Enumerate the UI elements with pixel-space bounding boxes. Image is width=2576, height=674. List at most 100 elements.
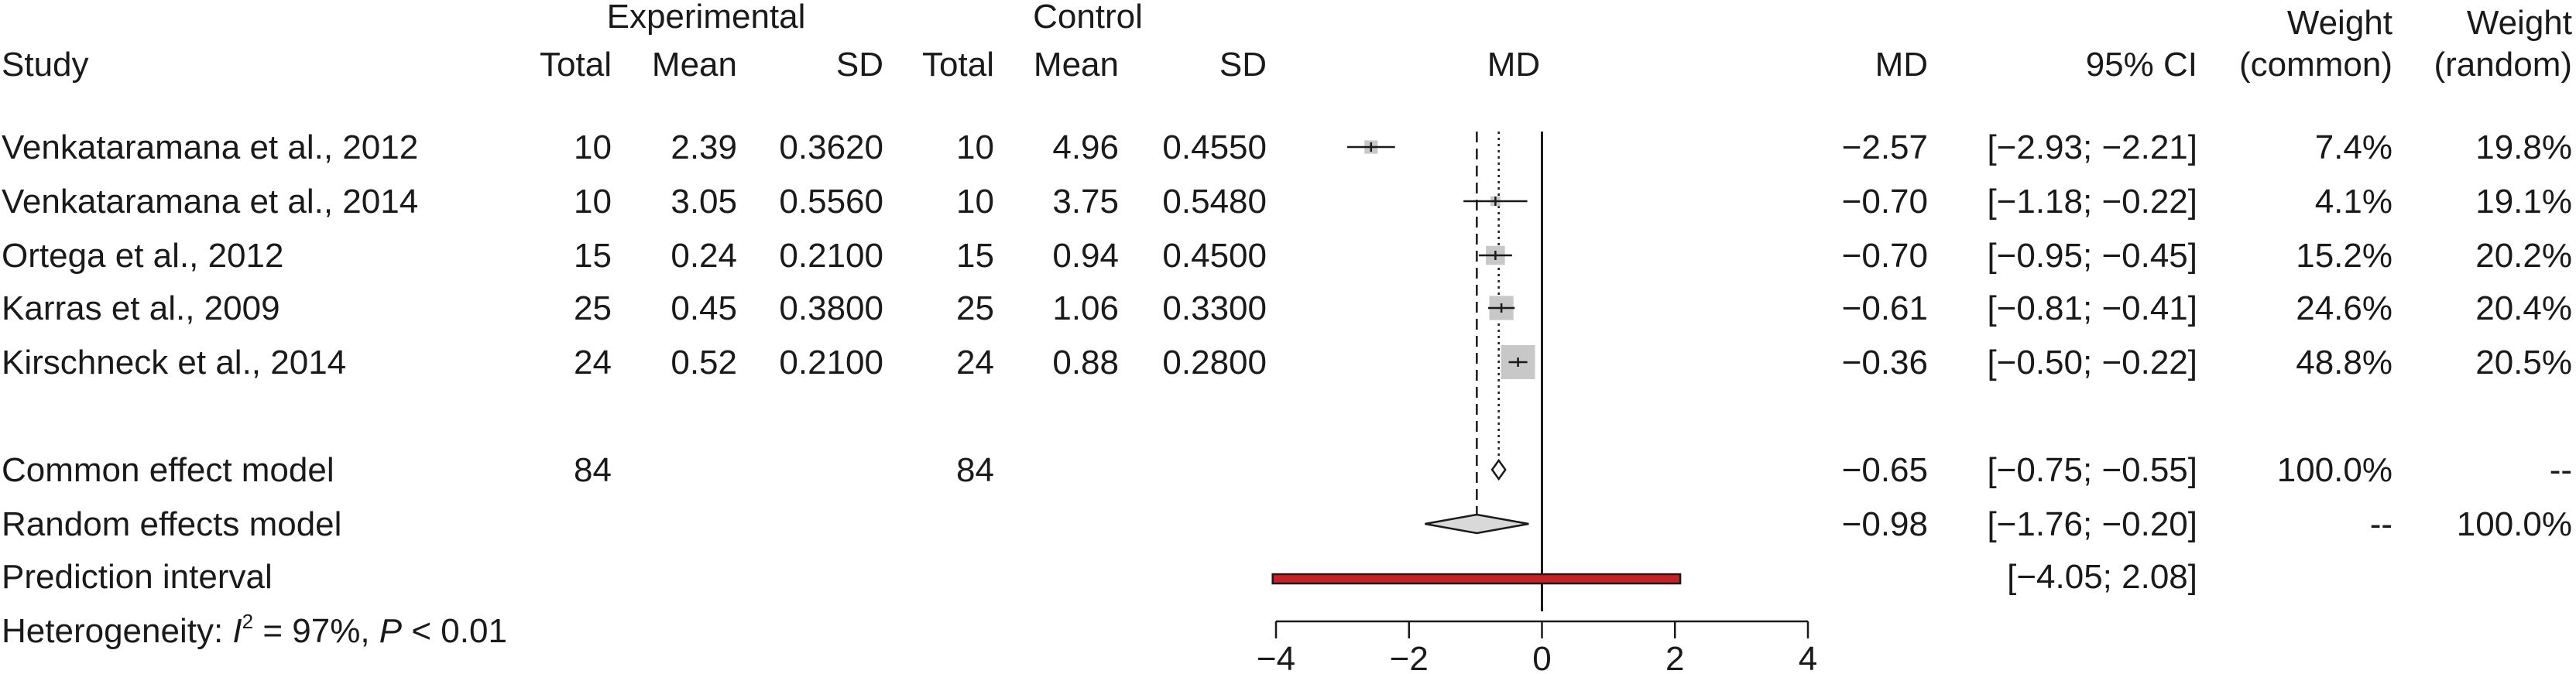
header-weight-common-2: (common) xyxy=(2239,46,2392,84)
cell-ctl-mean: 1.06 xyxy=(1052,289,1119,327)
cell-exp-mean: 3.05 xyxy=(671,183,737,221)
study-rows: Venkataramana et al., 2012 10 2.39 0.3620 10… xyxy=(2,128,2572,650)
random-w-common: -- xyxy=(2370,505,2392,543)
x-axis: −4 −2 0 2 4 xyxy=(1257,620,1817,674)
random-md: −0.98 xyxy=(1842,505,1928,543)
cell-exp-total: 10 xyxy=(574,128,612,166)
common-md: −0.65 xyxy=(1842,451,1928,489)
heterogeneity-part: P xyxy=(379,612,403,650)
cell-ci-text: [−0.50; −0.22] xyxy=(1987,344,2197,381)
cell-ctl-total: 24 xyxy=(956,344,994,381)
heterogeneity-part: Heterogeneity: xyxy=(2,612,232,650)
cell-exp-sd: 0.5560 xyxy=(779,183,883,221)
common-w-common: 100.0% xyxy=(2277,451,2392,489)
cell-ci-text: [−0.81; −0.41] xyxy=(1987,289,2197,327)
header-weight-random-2: (random) xyxy=(2434,46,2573,84)
header-exp-sd: SD xyxy=(836,46,883,84)
cell-exp-sd: 0.2100 xyxy=(779,344,883,381)
x-tick-label: 2 xyxy=(1665,640,1684,674)
study-row: Venkataramana et al., 2014 10 3.05 0.5560 10… xyxy=(2,183,2572,221)
cell-study: Ortega et al., 2012 xyxy=(2,237,283,275)
study-row: Kirschneck et al., 2014 24 0.52 0.2100 24 0.8… xyxy=(2,344,2572,381)
heterogeneity-part: 2 xyxy=(242,610,253,633)
cell-w-common: 48.8% xyxy=(2296,344,2392,381)
study-row: Ortega et al., 2012 15 0.24 0.2100 15 0.94 0.4… xyxy=(2,237,2572,275)
header-exp-total: Total xyxy=(540,46,612,84)
cell-w-random: 20.4% xyxy=(2475,289,2572,327)
cell-w-random: 20.5% xyxy=(2475,344,2572,381)
cell-ctl-sd: 0.3300 xyxy=(1162,289,1267,327)
study-marker xyxy=(1463,196,1528,207)
cell-ctl-sd: 0.5480 xyxy=(1162,183,1267,221)
cell-md-text: −0.70 xyxy=(1842,237,1928,275)
header-ctl-mean: Mean xyxy=(1034,46,1119,84)
cell-exp-mean: 0.52 xyxy=(671,344,737,381)
random-effects-row: Random effects model −0.98 [−1.76; −0.20] -… xyxy=(2,505,2572,543)
header-weight-common-1: Weight xyxy=(2287,4,2392,42)
study-row: Venkataramana et al., 2012 10 2.39 0.3620 10… xyxy=(2,128,2572,166)
random-effects-diamond xyxy=(1425,513,1529,535)
cell-w-common: 4.1% xyxy=(2315,183,2392,221)
cell-ctl-total: 10 xyxy=(956,128,994,166)
cell-study: Venkataramana et al., 2012 xyxy=(2,128,418,166)
header: Experimental Control Weight Weight Study… xyxy=(2,0,2572,84)
cell-ctl-sd: 0.4500 xyxy=(1162,237,1267,275)
cell-study: Karras et al., 2009 xyxy=(2,289,280,327)
header-ci: 95% CI xyxy=(2086,46,2197,84)
heterogeneity-part: I xyxy=(232,612,242,650)
cell-ctl-total: 10 xyxy=(956,183,994,221)
cell-w-common: 24.6% xyxy=(2296,289,2392,327)
header-weight-random-1: Weight xyxy=(2467,4,2572,42)
study-row: Karras et al., 2009 25 0.45 0.3800 25 1.06 0.3… xyxy=(2,289,2572,327)
cell-exp-total: 25 xyxy=(574,289,612,327)
cell-exp-mean: 2.39 xyxy=(671,128,737,166)
plot-area xyxy=(1271,132,1682,611)
cell-md-text: −0.61 xyxy=(1842,289,1928,327)
x-tick-label: −4 xyxy=(1257,640,1295,674)
common-label: Common effect model xyxy=(2,451,334,489)
header-exp-mean: Mean xyxy=(652,46,737,84)
header-study: Study xyxy=(2,46,89,84)
cell-ctl-mean: 0.94 xyxy=(1052,237,1119,275)
cell-ctl-mean: 4.96 xyxy=(1052,128,1119,166)
cell-exp-sd: 0.3800 xyxy=(779,289,883,327)
cell-ci-text: [−2.93; −2.21] xyxy=(1987,128,2197,166)
x-tick-label: −2 xyxy=(1390,640,1429,674)
cell-md-text: −0.36 xyxy=(1842,344,1928,381)
cell-md-text: −0.70 xyxy=(1842,183,1928,221)
x-tick-label: 0 xyxy=(1532,640,1551,674)
prediction-ci: [−4.05; 2.08] xyxy=(2007,558,2197,596)
cell-ctl-mean: 0.88 xyxy=(1052,344,1119,381)
header-plot-md: MD xyxy=(1487,46,1540,84)
cell-w-random: 19.1% xyxy=(2475,183,2572,221)
study-marker xyxy=(1346,140,1395,154)
cell-ci-text: [−1.18; −0.22] xyxy=(1987,183,2197,221)
common-effect-row: Common effect model 84 84 −0.65 [−0.75; −0.5… xyxy=(2,451,2572,489)
heterogeneity-part: = 97%, xyxy=(253,612,379,650)
header-md: MD xyxy=(1875,46,1928,84)
header-control: Control xyxy=(1033,0,1143,36)
cell-exp-mean: 0.45 xyxy=(671,289,737,327)
random-w-random: 100.0% xyxy=(2457,505,2572,543)
study-marker xyxy=(1487,296,1515,320)
cell-ctl-sd: 0.4550 xyxy=(1162,128,1267,166)
random-label: Random effects model xyxy=(2,505,341,543)
common-ci: [−0.75; −0.55] xyxy=(1987,451,2197,489)
cell-exp-total: 24 xyxy=(574,344,612,381)
study-marker xyxy=(1501,345,1535,379)
cell-w-common: 7.4% xyxy=(2315,128,2392,166)
header-ctl-total: Total xyxy=(922,46,994,84)
cell-exp-sd: 0.2100 xyxy=(779,237,883,275)
cell-ctl-sd: 0.2800 xyxy=(1162,344,1267,381)
study-marker xyxy=(1478,245,1512,265)
common-w-random: -- xyxy=(2550,451,2572,489)
x-tick-label: 4 xyxy=(1799,640,1817,674)
cell-study: Kirschneck et al., 2014 xyxy=(2,344,346,381)
cell-exp-total: 10 xyxy=(574,183,612,221)
cell-w-random: 20.2% xyxy=(2475,237,2572,275)
cell-exp-mean: 0.24 xyxy=(671,237,737,275)
cell-exp-total: 15 xyxy=(574,237,612,275)
common-ctl-total: 84 xyxy=(956,451,994,489)
heterogeneity-part: < 0.01 xyxy=(402,612,507,650)
